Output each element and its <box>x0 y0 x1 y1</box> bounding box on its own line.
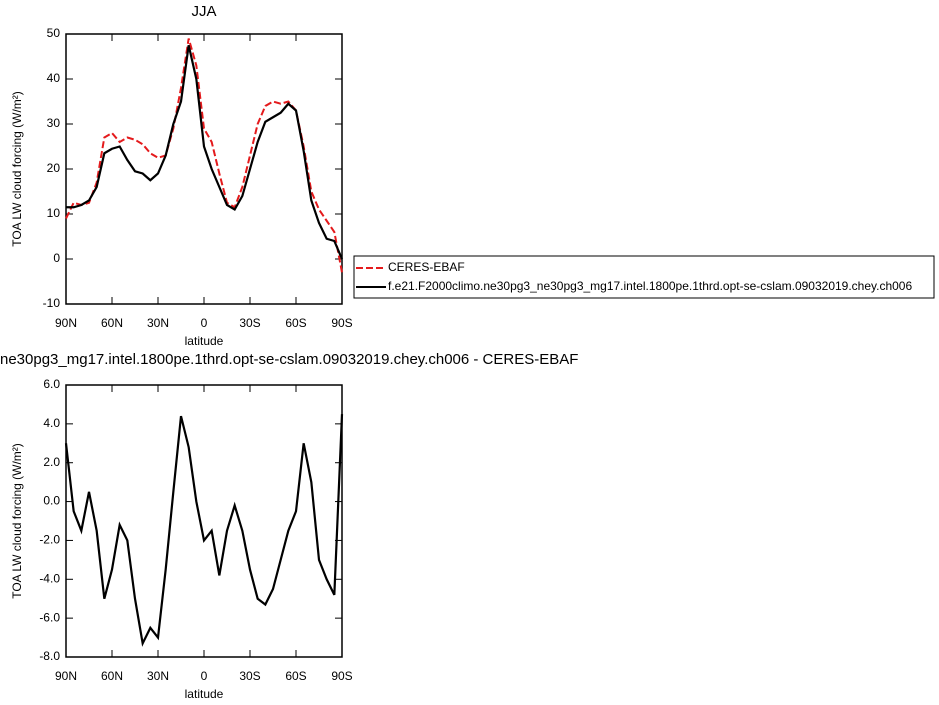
y-tick-label: 6.0 <box>43 377 60 391</box>
series-line <box>64 414 344 647</box>
x-tick-label: 60N <box>101 316 123 330</box>
x-tick-label: 30N <box>147 669 169 683</box>
y-tick-label: -6.0 <box>39 610 60 624</box>
x-tick-label: 90S <box>331 669 352 683</box>
y-tick-label: -10 <box>43 296 61 310</box>
x-axis-label: latitude <box>185 334 224 348</box>
y-tick-label: 50 <box>47 26 61 40</box>
y-tick-label: 4.0 <box>43 416 60 430</box>
chart-title: JJA <box>191 3 216 20</box>
x-tick-label: 90N <box>55 669 77 683</box>
y-tick-label: 30 <box>47 116 61 130</box>
x-tick-label: 60S <box>285 669 306 683</box>
y-tick-label: 10 <box>47 206 61 220</box>
y-tick-label: -8.0 <box>39 649 60 663</box>
y-tick-label: -4.0 <box>39 571 60 585</box>
chart-title: ne30pg3_mg17.intel.1800pe.1thrd.opt-se-c… <box>0 351 578 368</box>
x-tick-label: 30N <box>147 316 169 330</box>
x-tick-label: 60S <box>285 316 306 330</box>
y-tick-label: 0.0 <box>43 494 60 508</box>
series-line <box>65 38 343 273</box>
y-axis-label: TOA LW cloud forcing (W/m²) <box>10 91 24 247</box>
plot-frame <box>65 384 343 658</box>
legend-label: f.e21.F2000climo.ne30pg3_ne30pg3_mg17.in… <box>388 279 912 293</box>
x-tick-label: 90S <box>331 316 352 330</box>
series-line <box>66 45 344 260</box>
x-axis-label: latitude <box>185 687 224 701</box>
y-tick-label: -2.0 <box>39 533 60 547</box>
legend-label: CERES-EBAF <box>388 260 465 274</box>
y-axis-label: TOA LW cloud forcing (W/m²) <box>10 443 24 599</box>
y-tick-label: 2.0 <box>43 455 60 469</box>
y-tick-label: 20 <box>47 161 61 175</box>
x-tick-label: 0 <box>201 316 208 330</box>
y-tick-label: 0 <box>53 251 60 265</box>
x-tick-label: 30S <box>239 316 260 330</box>
plot-frame <box>65 33 343 305</box>
x-tick-label: 90N <box>55 316 77 330</box>
y-tick-label: 40 <box>47 71 61 85</box>
legend-box <box>353 255 935 299</box>
x-tick-label: 0 <box>201 669 208 683</box>
x-tick-label: 60N <box>101 669 123 683</box>
x-tick-label: 30S <box>239 669 260 683</box>
